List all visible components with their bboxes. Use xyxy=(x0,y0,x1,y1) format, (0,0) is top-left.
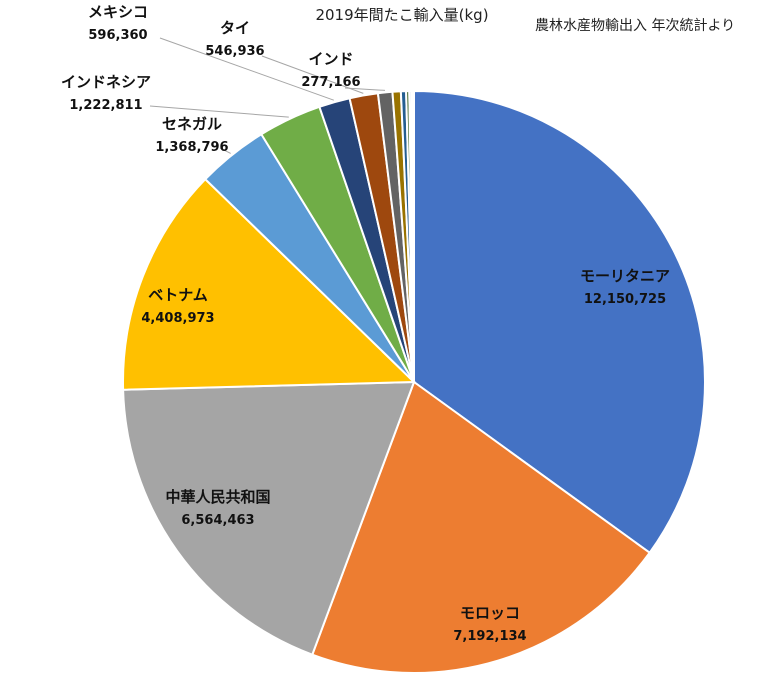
slice-label-value: 7,192,134 xyxy=(453,629,526,644)
pie-slice-1 xyxy=(311,380,652,674)
slice-label-name: インドネシア xyxy=(61,73,151,91)
slice-label-value: 596,360 xyxy=(88,28,147,43)
slice-label-name: モロッコ xyxy=(460,604,520,622)
leader-line-5 xyxy=(149,105,289,118)
slice-label-name: 中華人民共和国 xyxy=(165,488,270,506)
leader-line-8 xyxy=(344,87,386,91)
leader-line-7 xyxy=(261,55,364,94)
slice-label-name: セネガル xyxy=(162,115,222,133)
slice-label-value: 4,408,973 xyxy=(141,311,214,326)
pie-slice-2 xyxy=(122,380,416,656)
slice-label-value: 1,222,811 xyxy=(69,98,142,113)
chart-title: 2019年間たこ輸入量(kg) xyxy=(315,6,488,24)
pie-slice-0 xyxy=(413,89,706,555)
slice-label-name: モーリタニア xyxy=(580,267,670,285)
slice-label-name: ベトナム xyxy=(148,286,208,304)
leader-line-4 xyxy=(219,147,231,154)
leader-line-6 xyxy=(159,37,334,101)
pie-slice-minor-14 xyxy=(411,89,415,383)
slice-label-value: 1,368,796 xyxy=(155,140,228,155)
slice-label-value: 6,564,463 xyxy=(181,513,254,528)
slice-label-name: メキシコ xyxy=(88,3,148,21)
slice-label-name: インド xyxy=(308,50,353,68)
slice-label-name: タイ xyxy=(220,19,250,37)
slice-label-value: 546,936 xyxy=(205,44,264,59)
slice-label-value: 277,166 xyxy=(301,75,360,90)
source-note: 農林水産物輸出入 年次統計より xyxy=(535,18,735,34)
pie-slice-3 xyxy=(122,177,417,391)
slice-label-value: 12,150,725 xyxy=(584,292,666,307)
